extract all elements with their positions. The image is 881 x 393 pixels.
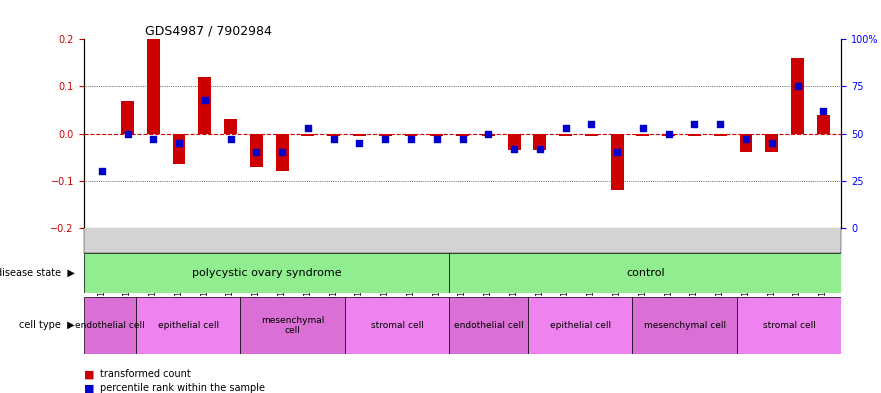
Point	[378, 136, 392, 142]
Point	[249, 149, 263, 156]
Bar	[456, 134, 469, 136]
Point	[790, 83, 804, 90]
Point	[662, 130, 676, 137]
Point	[817, 108, 831, 114]
Point	[300, 125, 315, 131]
Bar	[791, 58, 804, 134]
Point	[403, 136, 418, 142]
Bar	[430, 134, 443, 136]
Point	[481, 130, 495, 137]
Bar	[84, 253, 449, 293]
Bar	[121, 101, 134, 134]
Point	[765, 140, 779, 146]
Point	[327, 136, 341, 142]
Bar	[224, 119, 237, 134]
Bar	[688, 134, 701, 136]
Point	[559, 125, 573, 131]
Bar	[250, 134, 263, 167]
Text: endothelial cell: endothelial cell	[75, 321, 144, 330]
Bar	[449, 297, 528, 354]
Point	[739, 136, 753, 142]
Text: stromal cell: stromal cell	[371, 321, 424, 330]
Point	[455, 136, 470, 142]
Bar	[404, 134, 418, 136]
Bar	[507, 134, 521, 150]
Bar	[533, 134, 546, 150]
Bar	[714, 134, 727, 136]
Text: GDS4987 / 7902984: GDS4987 / 7902984	[145, 24, 272, 37]
Bar	[585, 134, 598, 136]
Bar	[766, 134, 778, 152]
Point	[507, 145, 522, 152]
Text: mesenchymal cell: mesenchymal cell	[643, 321, 726, 330]
Point	[352, 140, 366, 146]
Point	[430, 136, 444, 142]
Point	[611, 149, 625, 156]
Point	[146, 136, 160, 142]
Bar	[379, 134, 392, 136]
Bar	[353, 134, 366, 136]
Bar	[636, 134, 649, 136]
Point	[94, 168, 108, 174]
Text: polycystic ovary syndrome: polycystic ovary syndrome	[192, 268, 342, 278]
Bar	[147, 39, 159, 134]
Bar	[136, 297, 241, 354]
Text: endothelial cell: endothelial cell	[454, 321, 523, 330]
Bar	[198, 77, 211, 134]
Text: epithelial cell: epithelial cell	[158, 321, 218, 330]
Text: stromal cell: stromal cell	[763, 321, 816, 330]
Point	[687, 121, 701, 127]
Text: epithelial cell: epithelial cell	[550, 321, 611, 330]
Text: percentile rank within the sample: percentile rank within the sample	[100, 383, 264, 393]
Bar	[276, 134, 289, 171]
Point	[714, 121, 728, 127]
Bar	[559, 134, 572, 136]
Bar	[301, 134, 315, 136]
Point	[275, 149, 289, 156]
Bar	[449, 253, 841, 293]
Point	[121, 130, 135, 137]
Bar	[737, 297, 841, 354]
Point	[224, 136, 238, 142]
Point	[584, 121, 598, 127]
Bar	[482, 134, 495, 136]
Bar	[633, 297, 737, 354]
Text: ■: ■	[84, 369, 94, 379]
Text: transformed count: transformed count	[100, 369, 190, 379]
Text: mesenchymal
cell: mesenchymal cell	[261, 316, 324, 335]
Bar	[84, 297, 136, 354]
Bar	[345, 297, 449, 354]
Bar	[173, 134, 186, 164]
Bar	[241, 297, 345, 354]
Point	[197, 97, 211, 103]
Bar	[528, 297, 633, 354]
Text: cell type  ▶: cell type ▶	[19, 320, 75, 330]
Bar	[739, 134, 752, 152]
Point	[533, 145, 547, 152]
Point	[172, 140, 186, 146]
Text: disease state  ▶: disease state ▶	[0, 268, 75, 278]
Text: ■: ■	[84, 383, 94, 393]
Bar	[663, 134, 675, 136]
Bar	[611, 134, 624, 190]
Text: control: control	[626, 268, 665, 278]
Bar	[817, 115, 830, 134]
Bar	[327, 134, 340, 136]
Point	[636, 125, 650, 131]
